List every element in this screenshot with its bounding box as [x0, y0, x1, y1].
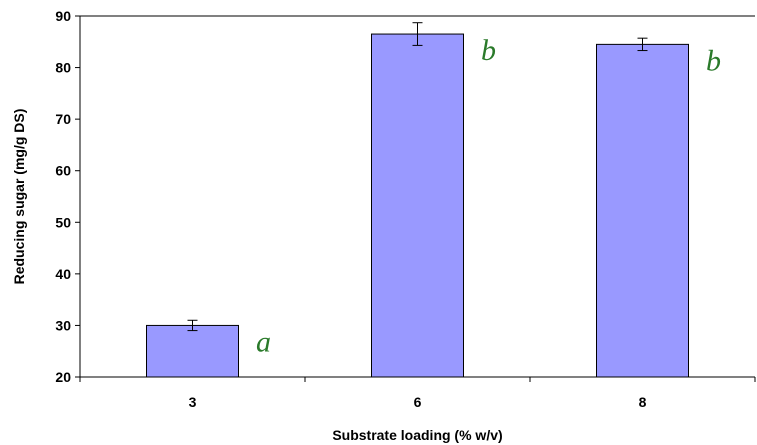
y-axis-title: Reducing sugar (mg/g DS) — [11, 109, 27, 285]
axes-layer — [79, 15, 755, 378]
y-tick-label: 40 — [55, 266, 71, 282]
x-tick-label: 6 — [414, 394, 422, 410]
error-bars-layer — [187, 22, 648, 332]
y-tick-label: 30 — [55, 317, 71, 333]
y-tick-label: 70 — [55, 111, 71, 127]
y-ticks-layer: 20 30 40 50 60 70 80 90 — [55, 8, 80, 385]
y-tick-label: 60 — [55, 163, 71, 179]
significance-letter: b — [481, 34, 496, 67]
x-ticks-layer: 3 6 8 — [79, 377, 756, 410]
y-tick-label: 20 — [55, 369, 71, 385]
bar-6 — [371, 33, 464, 378]
y-tick-label: 90 — [55, 8, 71, 24]
x-tick-label: 8 — [639, 394, 647, 410]
y-tick-label: 80 — [55, 60, 71, 76]
error-bar-8 — [637, 37, 648, 52]
error-bar-6 — [412, 22, 423, 46]
significance-letter: b — [706, 44, 721, 77]
x-axis-title: Substrate loading (% w/v) — [332, 427, 502, 443]
significance-letter: a — [256, 325, 271, 358]
bar-3 — [146, 324, 239, 378]
y-tick-label: 50 — [55, 214, 71, 230]
significance-letters-layer: a b b — [256, 34, 721, 358]
x-tick-label: 3 — [189, 394, 197, 410]
bars-layer — [146, 33, 689, 378]
bar-8 — [596, 43, 689, 378]
error-bar-3 — [187, 319, 198, 332]
